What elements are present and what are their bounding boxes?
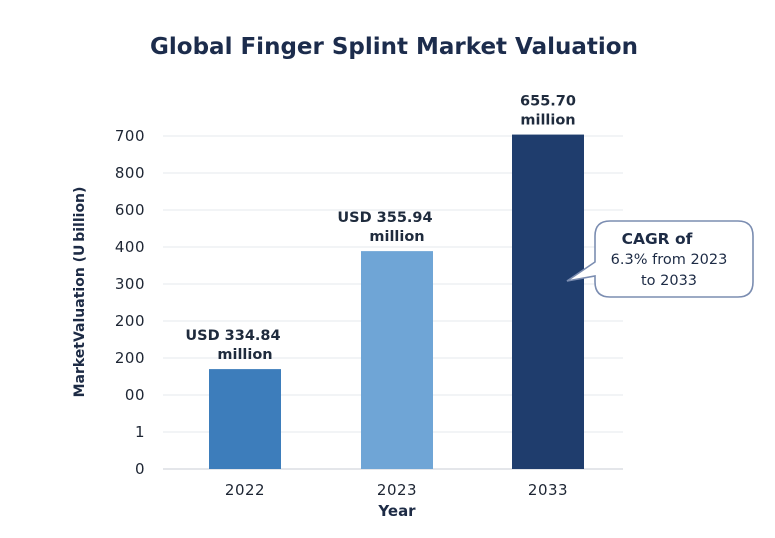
x-tick-label: 2033 bbox=[528, 481, 568, 499]
bar-label-2022-line1: USD 334.84 bbox=[185, 328, 280, 344]
bar-label-2023-line2: million bbox=[369, 229, 424, 245]
y-tick-label: 00 bbox=[125, 386, 145, 404]
bar-label-2023-line1: USD 355.94 bbox=[337, 210, 432, 226]
bars bbox=[209, 134, 584, 469]
cagr-callout: CAGR of 6.3% from 2023 to 2033 bbox=[566, 220, 754, 298]
bar-label-2033-line1: 655.70 bbox=[520, 94, 576, 110]
callout-line-3: to 2033 bbox=[641, 273, 697, 289]
bar-2033 bbox=[512, 134, 584, 469]
y-tick-label: 0 bbox=[135, 460, 145, 478]
y-tick-label: 400 bbox=[115, 238, 145, 256]
y-tick-label: 700 bbox=[115, 127, 145, 145]
y-tick-label: 200 bbox=[115, 349, 145, 367]
y-tick-label: 800 bbox=[115, 164, 145, 182]
callout-line-1: CAGR of bbox=[622, 230, 693, 248]
y-tick-label: 200 bbox=[115, 312, 145, 330]
y-tick-label: 1 bbox=[135, 423, 145, 441]
x-tick-label: 2023 bbox=[377, 481, 417, 499]
y-tick-label: 600 bbox=[115, 201, 145, 219]
y-tick-label: 300 bbox=[115, 275, 145, 293]
bar-label-2022-line2: million bbox=[217, 347, 272, 363]
x-tick-labels: 2022 2023 2033 bbox=[225, 481, 568, 499]
x-tick-label: 2022 bbox=[225, 481, 265, 499]
callout-line-2: 6.3% from 2023 bbox=[611, 252, 728, 268]
bar-2023 bbox=[361, 251, 433, 469]
chart-title: Global Finger Splint Market Valuation bbox=[150, 34, 638, 60]
x-axis-title: Year bbox=[377, 502, 416, 520]
bar-label-2033-line2: million bbox=[520, 113, 575, 129]
data-labels: USD 334.84 million USD 355.94 million 655.70… bbox=[185, 94, 576, 364]
callout-bubble bbox=[566, 220, 754, 298]
y-axis-title: MarketValuation (U billion) bbox=[72, 187, 88, 398]
bar-2022 bbox=[209, 369, 281, 469]
